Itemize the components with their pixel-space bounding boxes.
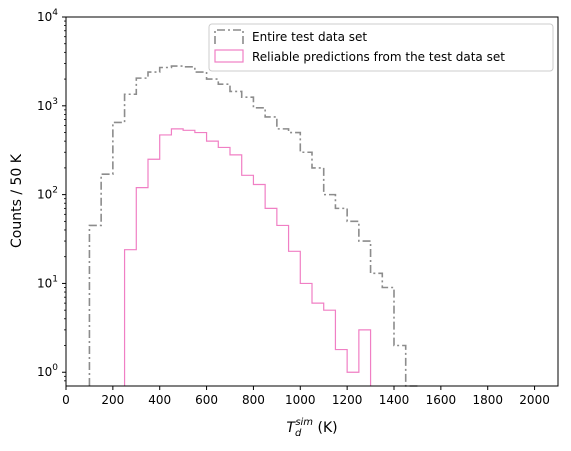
x-tick-label-1800: 1800 — [472, 393, 503, 407]
x-tick-label-1000: 1000 — [285, 393, 316, 407]
y-tick-label-10000: 104 — [37, 8, 58, 24]
legend-item-reliable: Reliable predictions from the test data … — [214, 49, 505, 64]
x-tick-label-2000: 2000 — [519, 393, 550, 407]
x-tick-label-800: 800 — [242, 393, 265, 407]
x-axis-label-base: T — [286, 420, 296, 436]
series-1-step — [123, 128, 372, 386]
legend-swatch-reliable — [214, 49, 244, 63]
x-axis-label-sub: d — [295, 428, 302, 439]
y-tick-label-100: 102 — [37, 186, 58, 202]
legend-label-entire: Entire test data set — [252, 30, 367, 44]
x-tick-label-1200: 1200 — [332, 393, 363, 407]
plot-frame — [65, 16, 559, 387]
legend-item-entire: Entire test data set — [214, 29, 367, 44]
y-axis-label: Counts / 50 K — [9, 153, 25, 248]
plot-series — [88, 65, 418, 387]
y-tick-label-1000: 103 — [37, 97, 58, 113]
y-tick-label-10: 101 — [37, 274, 58, 290]
svg-text:Tdsim (K): Tdsim (K) — [286, 417, 337, 439]
x-tick-label-1400: 1400 — [379, 393, 410, 407]
x-axis-label-sup: sim — [295, 417, 313, 428]
x-tick-label-1600: 1600 — [426, 393, 457, 407]
legend: Entire test data set Reliable prediction… — [208, 23, 554, 72]
x-axis-label-unit: (K) — [313, 420, 338, 436]
x-axis: 0 200 400 600 800 1000 1200 1400 1600 1800 2000 — [62, 386, 550, 407]
legend-swatch-entire — [214, 29, 244, 44]
x-tick-label-400: 400 — [148, 393, 171, 407]
x-axis-label: Tdsim (K) — [286, 417, 337, 439]
legend-label-reliable: Reliable predictions from the test data … — [252, 50, 505, 64]
y-tick-label-1: 100 — [37, 363, 58, 379]
x-tick-label-0: 0 — [62, 393, 70, 407]
x-tick-label-600: 600 — [195, 393, 218, 407]
series-0-step — [88, 65, 418, 387]
y-axis: 100 101 102 103 104 — [37, 8, 66, 382]
legend-box — [208, 23, 554, 72]
x-tick-label-200: 200 — [101, 393, 124, 407]
